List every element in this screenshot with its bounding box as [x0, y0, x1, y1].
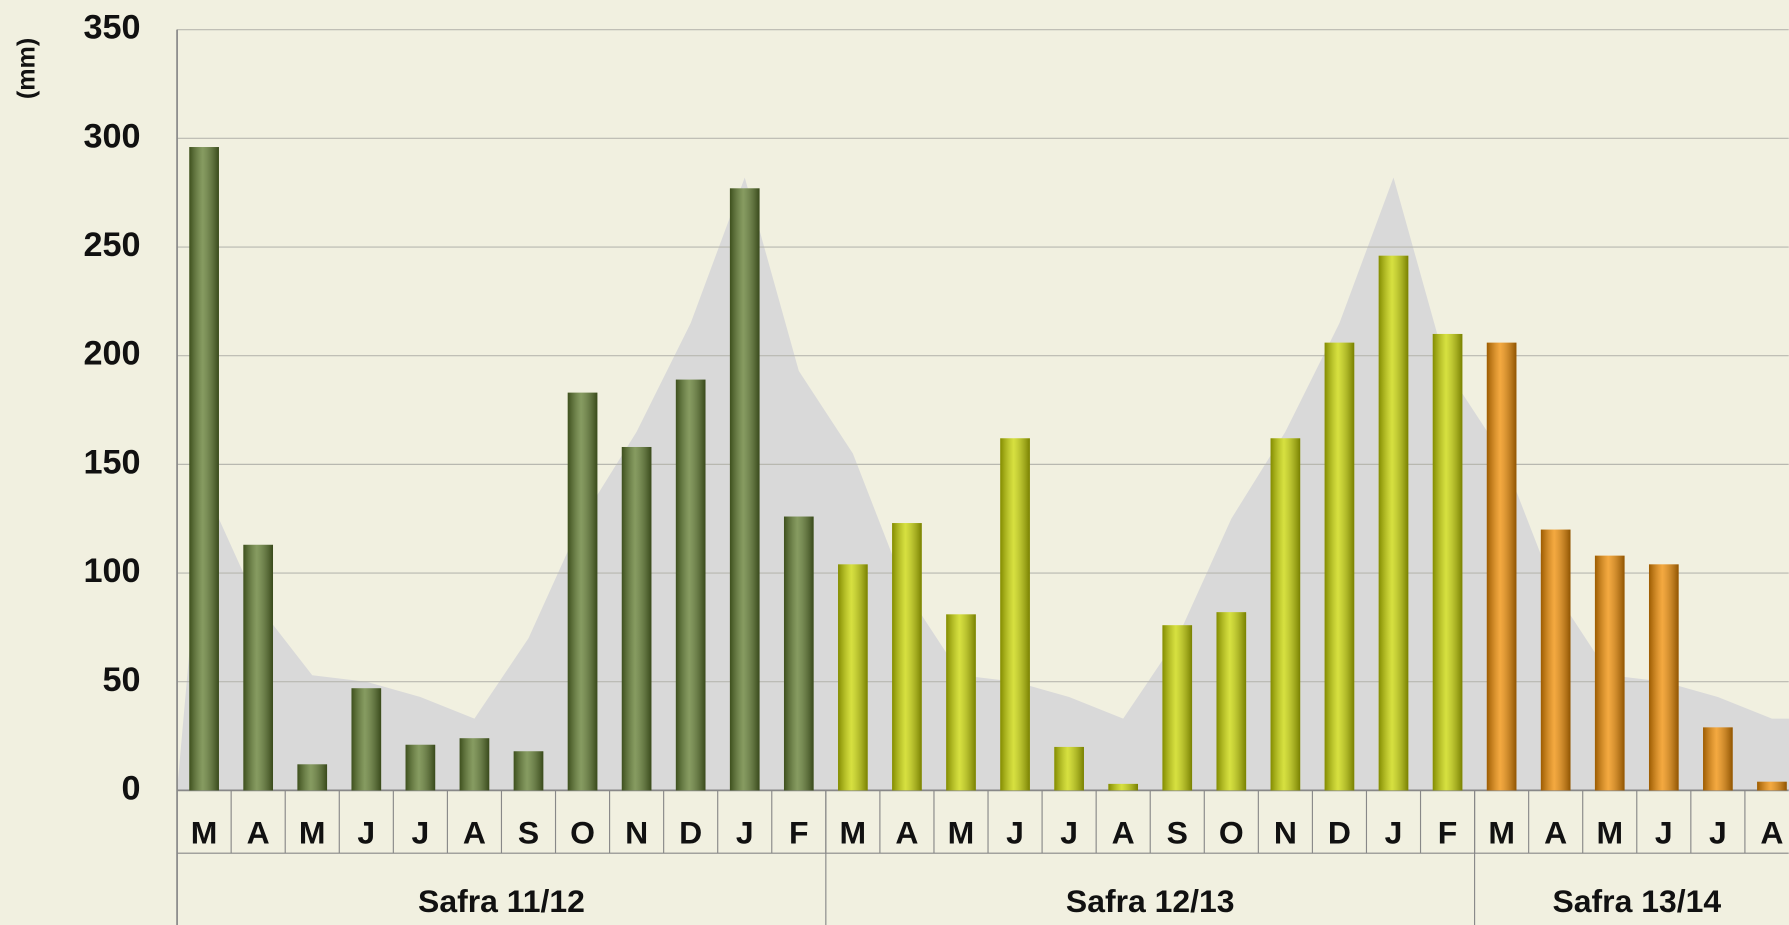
- bar: [1378, 255, 1409, 791]
- bar: [892, 523, 922, 791]
- bar: [1108, 783, 1139, 791]
- bar: [297, 764, 328, 791]
- x-tick-label: J: [1655, 814, 1673, 850]
- y-tick-label: 350: [84, 9, 141, 47]
- bar: [567, 392, 598, 791]
- x-tick-label: N: [625, 814, 648, 850]
- bar: [675, 379, 706, 791]
- group-label: Safra 11/12: [418, 883, 585, 919]
- x-tick-label: J: [1385, 814, 1403, 850]
- bar: [1594, 555, 1625, 791]
- x-tick-label: J: [1006, 814, 1024, 850]
- x-tick-label: J: [736, 814, 754, 850]
- group-label: Safra 13/14: [1552, 883, 1721, 919]
- y-tick-label: 50: [103, 661, 141, 699]
- x-tick-label: A: [247, 814, 270, 850]
- bar: [1324, 342, 1355, 791]
- bar: [1540, 529, 1571, 791]
- y-tick-label: 250: [84, 226, 141, 264]
- x-tick-label: S: [1167, 814, 1188, 850]
- bar: [838, 564, 868, 791]
- x-tick-label: O: [570, 814, 595, 850]
- bar: [405, 744, 436, 791]
- bar: [1486, 342, 1517, 791]
- x-tick-label: M: [1488, 814, 1515, 850]
- x-tick-label: N: [1274, 814, 1297, 850]
- x-tick-label: D: [679, 814, 702, 850]
- bar: [729, 188, 760, 791]
- x-tick-label: A: [895, 814, 918, 850]
- x-tick-label: J: [357, 814, 375, 850]
- bar: [1054, 746, 1084, 791]
- group-label: Safra 12/13: [1066, 883, 1235, 919]
- x-tick-label: J: [411, 814, 429, 850]
- x-tick-label: A: [463, 814, 486, 850]
- x-tick-label: M: [299, 814, 326, 850]
- bar: [1648, 564, 1679, 791]
- bar: [946, 614, 976, 791]
- x-tick-label: A: [1112, 814, 1135, 850]
- bar: [189, 147, 219, 791]
- x-tick-label: A: [1760, 814, 1783, 850]
- bar: [1000, 438, 1030, 791]
- x-tick-label: A: [1544, 814, 1567, 850]
- y-tick-label: 0: [122, 769, 141, 807]
- bar: [1757, 781, 1787, 791]
- x-tick-label: F: [789, 814, 809, 850]
- bar: [513, 751, 544, 791]
- y-tick-label: 150: [84, 443, 141, 481]
- bar: [1432, 333, 1463, 791]
- x-tick-label: M: [948, 814, 975, 850]
- y-tick-label: 300: [84, 117, 141, 155]
- bar: [351, 688, 382, 791]
- x-tick-label: D: [1328, 814, 1351, 850]
- x-tick-label: S: [518, 814, 539, 850]
- x-tick-label: F: [1438, 814, 1458, 850]
- x-tick-label: M: [191, 814, 218, 850]
- x-tick-label: O: [1219, 814, 1244, 850]
- x-tick-label: J: [1709, 814, 1727, 850]
- bar: [1270, 438, 1301, 791]
- bar: [1216, 612, 1247, 791]
- bar: [621, 446, 652, 791]
- bar: [1162, 625, 1193, 791]
- bar: [459, 738, 490, 791]
- x-tick-label: J: [1060, 814, 1078, 850]
- bar: [243, 544, 274, 791]
- y-tick-label: 200: [84, 335, 141, 373]
- x-tick-label: M: [1596, 814, 1623, 850]
- y-tick-label: 100: [84, 552, 141, 590]
- bar: [1703, 727, 1733, 791]
- y-axis-label: (mm): [12, 38, 40, 99]
- bar: [783, 516, 814, 791]
- x-tick-label: M: [840, 814, 867, 850]
